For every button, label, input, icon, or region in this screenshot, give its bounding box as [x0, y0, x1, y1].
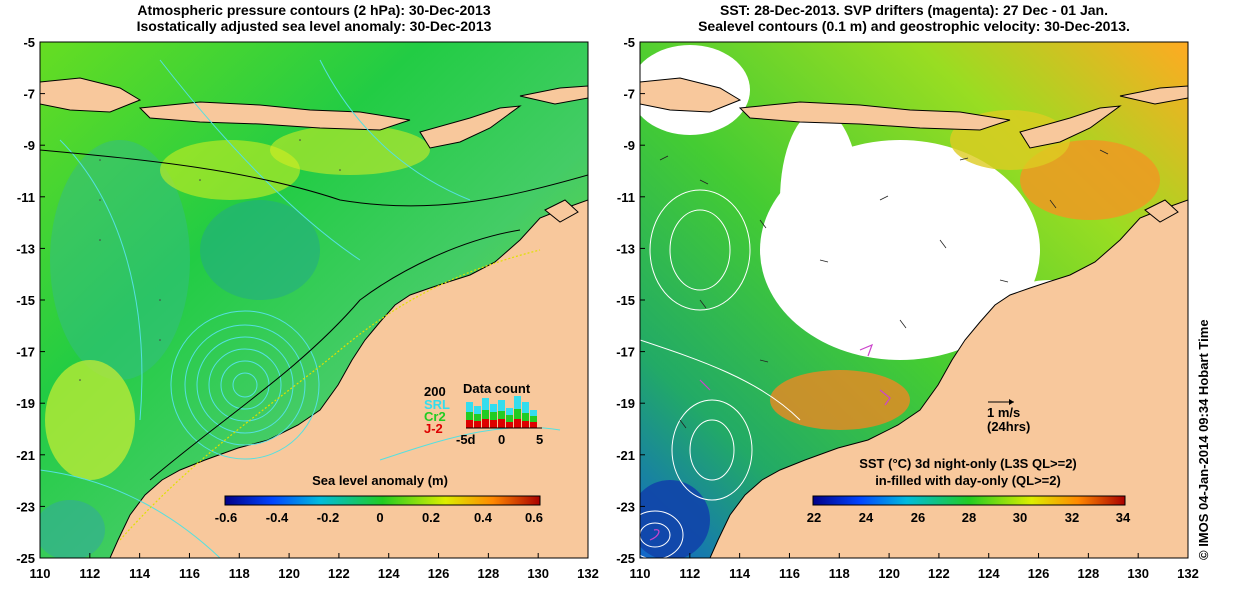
- left-ytick-label: -7: [23, 87, 35, 102]
- left-xtick-label: 132: [577, 566, 599, 581]
- right-colorbar: SST (°C) 3d night-only (L3S QL>=2) in-fi…: [807, 456, 1131, 525]
- velocity-scale: 1 m/s (24hrs): [987, 399, 1030, 434]
- data-count-xtick-0: -5d: [456, 432, 476, 447]
- left-colorbar: Sea level anomaly (m) -0.6 -0.4 -0.2 0 0…: [215, 473, 543, 525]
- left-cb-tick-4: 0.2: [422, 510, 440, 525]
- left-ytick-label: -13: [16, 241, 35, 256]
- left-ytick-label: -15: [16, 293, 35, 308]
- left-title-line1: Atmospheric pressure contours (2 hPa): 3…: [137, 2, 491, 18]
- right-cb-tick-0: 22: [807, 510, 821, 525]
- right-ytick-label: -7: [623, 87, 635, 102]
- legend-cr2: Cr2: [424, 409, 446, 424]
- right-xtick-label: 122: [928, 566, 950, 581]
- left-xtick-label: 118: [229, 566, 250, 581]
- left-xtick-label: 122: [328, 566, 350, 581]
- right-ytick-label: -15: [616, 293, 635, 308]
- right-ytick-label: -23: [616, 499, 635, 514]
- australia-land-right: [709, 199, 1188, 558]
- data-count-xtick-1: 0: [498, 432, 505, 447]
- legend-srl: SRL: [424, 397, 450, 412]
- left-xtick-label: 116: [179, 566, 200, 581]
- legend-j2: J-2: [424, 421, 443, 436]
- right-cb-tick-2: 26: [911, 510, 925, 525]
- right-ytick-label: -11: [617, 190, 635, 205]
- left-cb-tick-5: 0.4: [474, 510, 493, 525]
- left-xtick-label: 128: [478, 566, 500, 581]
- right-colorbar-line2: in-filled with day-only (QL>=2): [875, 473, 1061, 488]
- dot-pattern-left: [79, 139, 341, 381]
- left-ytick-label: -11: [17, 190, 35, 205]
- right-xtick-label: 120: [878, 566, 900, 581]
- sealevel-contours-right: [640, 189, 801, 558]
- pressure-contours-left: [40, 59, 561, 558]
- left-ytick-label: -21: [16, 448, 35, 463]
- left-ytick-label: -19: [16, 396, 35, 411]
- left-xtick-label: 126: [428, 566, 450, 581]
- right-ytick-label: -13: [616, 241, 635, 256]
- right-panel-title: SST: 28-Dec-2013. SVP drifters (magenta)…: [640, 2, 1188, 34]
- left-cb-tick-2: -0.2: [317, 510, 339, 525]
- right-ytick-label: -17: [616, 345, 635, 360]
- right-cb-tick-6: 34: [1116, 510, 1131, 525]
- left-xtick-label: 114: [129, 566, 151, 581]
- right-xtick-label: 116: [779, 566, 800, 581]
- right-colorbar-line1: SST (°C) 3d night-only (L3S QL>=2): [859, 456, 1077, 471]
- right-map: [640, 42, 1188, 558]
- right-title-line1: SST: 28-Dec-2013. SVP drifters (magenta)…: [719, 2, 1108, 18]
- right-xtick-label: 124: [978, 566, 1000, 581]
- right-xtick-label: 112: [679, 566, 700, 581]
- left-ytick-label: -9: [23, 138, 35, 153]
- right-xtick-label: 128: [1078, 566, 1100, 581]
- velocity-arrows: [659, 149, 1109, 429]
- credit-text: © IMOS 04-Jan-2014 09:34 Hobart Time: [1196, 319, 1211, 560]
- left-cb-tick-0: -0.6: [215, 510, 237, 525]
- data-count-title: Data count: [463, 381, 531, 396]
- data-count-bars: [466, 396, 537, 428]
- velocity-scale-label: 1 m/s: [987, 405, 1020, 420]
- left-xtick-label: 120: [278, 566, 300, 581]
- velocity-scale-sub: (24hrs): [987, 419, 1030, 434]
- data-count-inset: Data count 200 SRL Cr2 J-2 -5d 0 5: [424, 381, 543, 447]
- left-panel-title: Atmospheric pressure contours (2 hPa): 3…: [40, 2, 588, 34]
- right-title-line2: Sealevel contours (0.1 m) and geostrophi…: [698, 18, 1130, 34]
- right-xtick-label: 132: [1177, 566, 1199, 581]
- right-xtick-label: 110: [630, 566, 651, 581]
- left-cb-tick-6: 0.6: [525, 510, 543, 525]
- left-map: [40, 42, 588, 558]
- left-title-line2: Isostatically adjusted sea level anomaly…: [136, 18, 492, 34]
- left-ytick-label: -5: [23, 35, 35, 50]
- right-ytick-label: -25: [616, 551, 635, 566]
- right-cb-tick-1: 24: [859, 510, 874, 525]
- data-count-xtick-2: 5: [536, 432, 543, 447]
- right-cb-tick-4: 30: [1013, 510, 1027, 525]
- data-count-max: 200: [424, 384, 446, 399]
- svp-drifter-tracks: [649, 343, 891, 541]
- left-ytick-label: -17: [16, 345, 35, 360]
- right-xtick-label: 126: [1028, 566, 1050, 581]
- right-xtick-label: 130: [1127, 566, 1149, 581]
- right-cb-tick-5: 32: [1065, 510, 1079, 525]
- left-colorbar-label: Sea level anomaly (m): [312, 473, 448, 488]
- right-ytick-label: -21: [616, 448, 635, 463]
- right-ytick-label: -5: [623, 35, 635, 50]
- right-xtick-label: 118: [829, 566, 850, 581]
- left-cb-tick-3: 0: [376, 510, 383, 525]
- left-xtick-label: 124: [378, 566, 400, 581]
- left-ytick-label: -23: [16, 499, 35, 514]
- right-xtick-label: 114: [729, 566, 751, 581]
- left-xtick-label: 112: [79, 566, 100, 581]
- left-cb-tick-1: -0.4: [266, 510, 289, 525]
- left-ytick-label: -25: [16, 551, 35, 566]
- left-xtick-label: 110: [30, 566, 51, 581]
- left-xtick-label: 130: [527, 566, 549, 581]
- right-ytick-label: -19: [616, 396, 635, 411]
- right-cb-tick-3: 28: [962, 510, 976, 525]
- right-ytick-label: -9: [623, 138, 635, 153]
